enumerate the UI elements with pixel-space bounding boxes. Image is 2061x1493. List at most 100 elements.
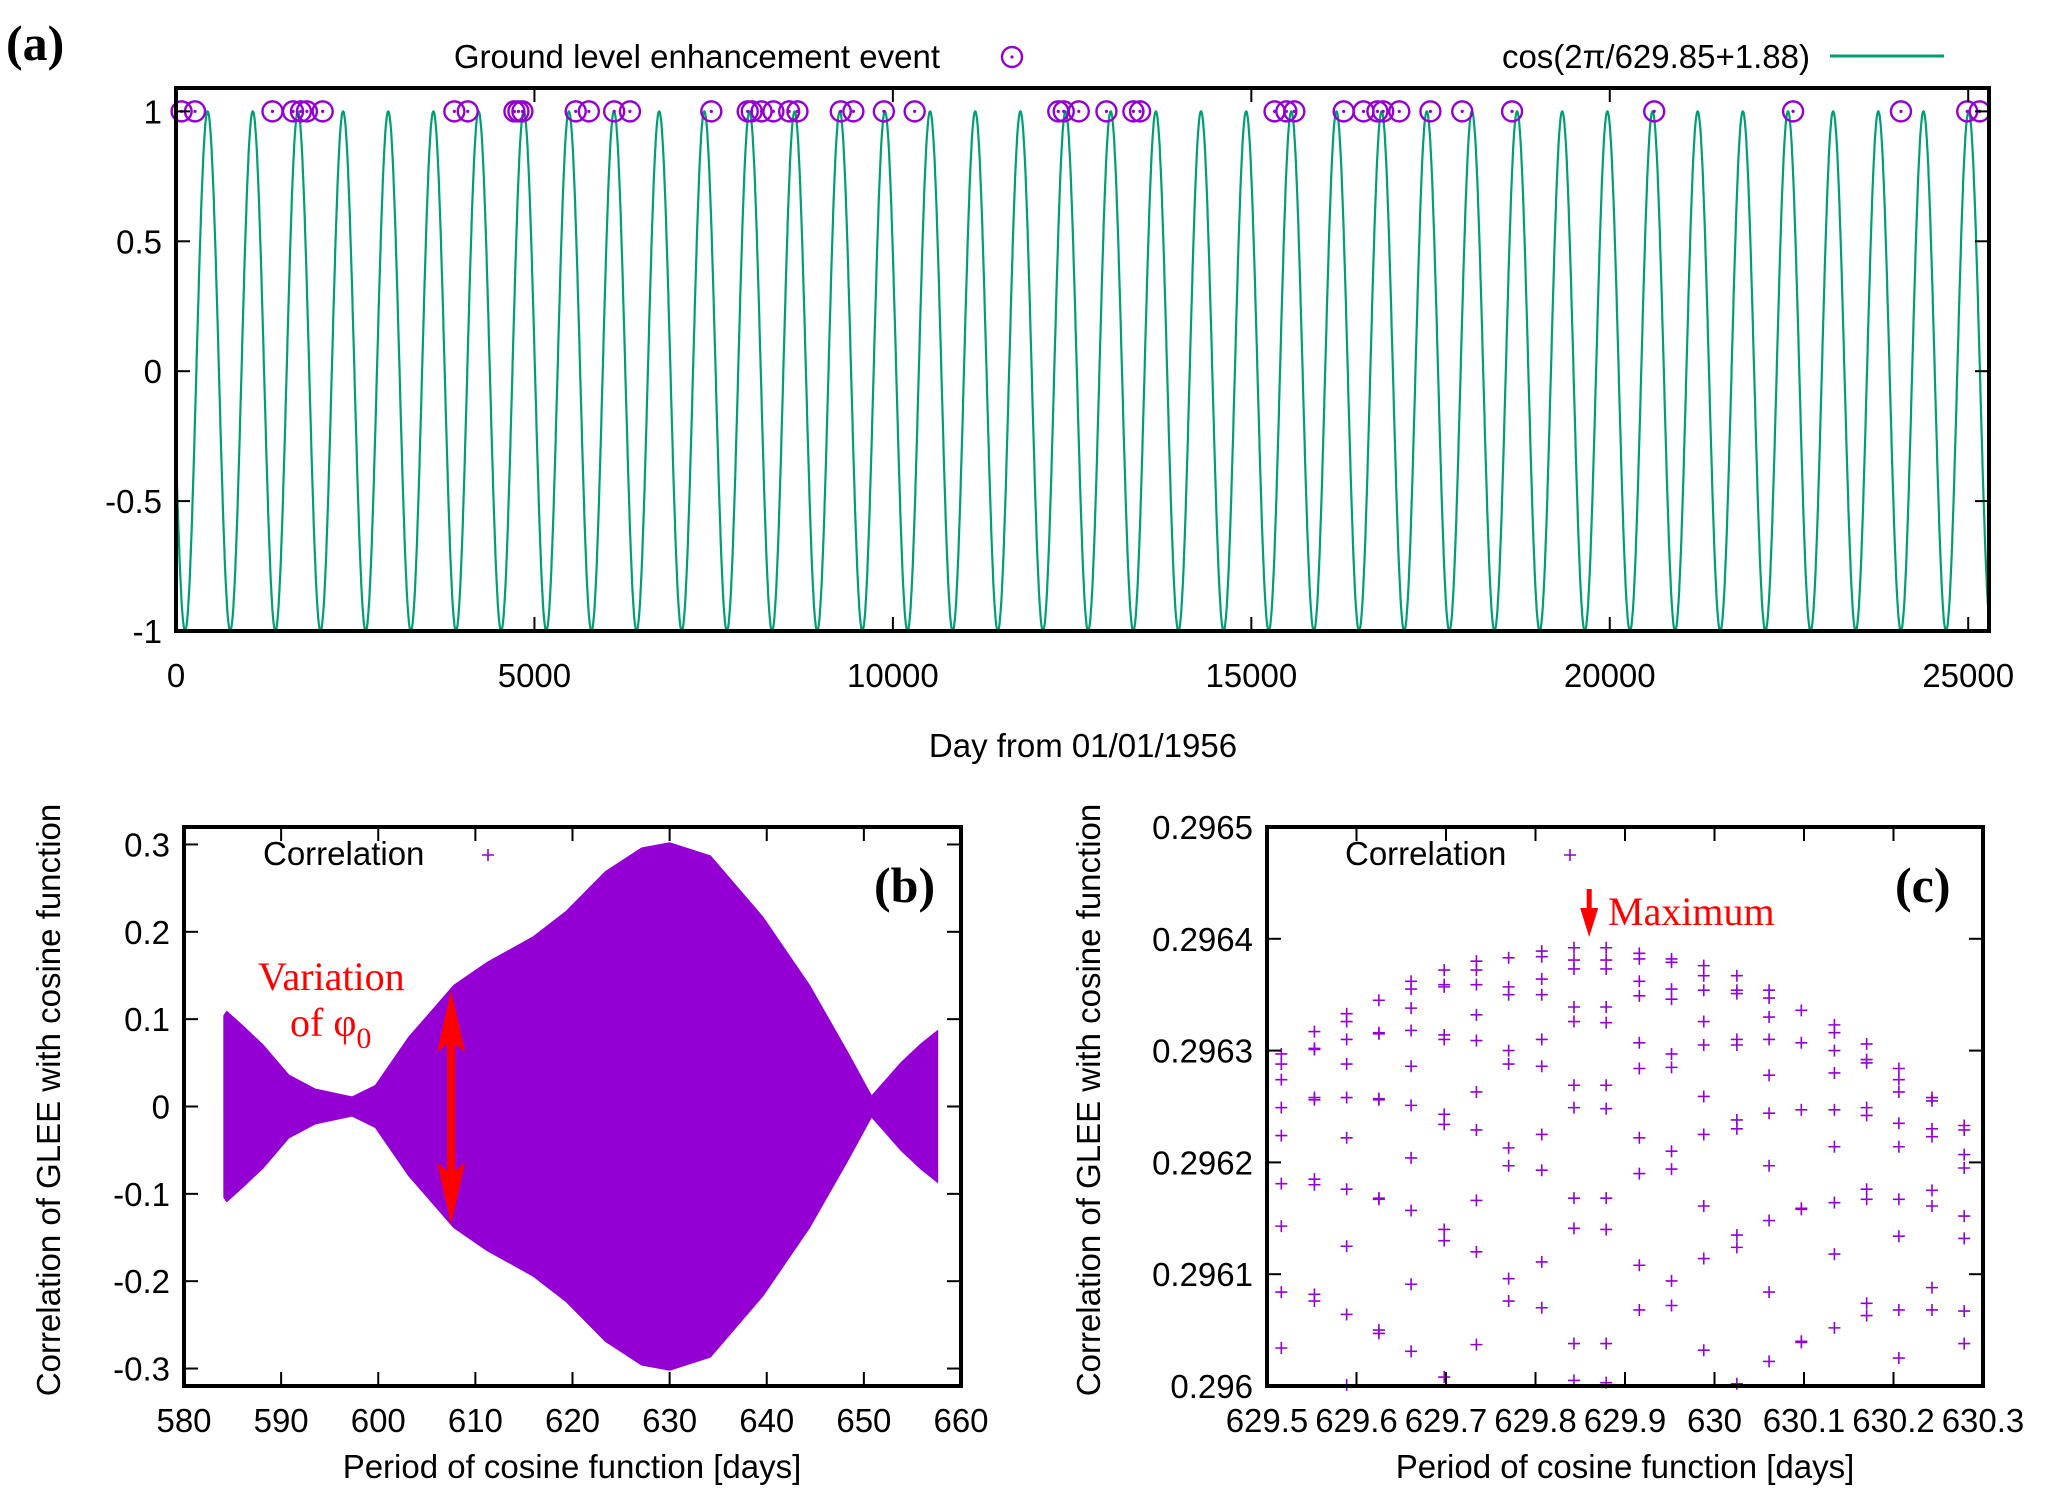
correlation-point [1795,1036,1808,1049]
correlation-point [1600,1192,1613,1205]
correlation-point [1405,1060,1418,1073]
gle-event-marker-dot [270,109,275,113]
correlation-point [1535,1033,1548,1046]
correlation-point [1697,1252,1710,1265]
correlation-point [1275,1101,1288,1114]
correlation-point [1828,1248,1841,1261]
gle-event-marker-dot [839,109,843,113]
correlation-point [1665,1299,1678,1312]
correlation-point [1275,1129,1288,1142]
x-tick-label: 630 [1687,1402,1742,1439]
gle-event-marker-dot [1131,109,1135,113]
gle-event-marker-dot [305,109,309,113]
correlation-point [1340,1308,1353,1321]
gle-event-marker-dot [1056,109,1060,113]
gle-event-marker [1451,100,1474,123]
correlation-point [1372,1027,1385,1040]
x-tick-label: 630.3 [1942,1402,2025,1439]
correlation-point [1892,1193,1905,1206]
correlation-point [1275,1286,1288,1299]
correlation-point [1535,1164,1548,1177]
correlation-point [1795,1004,1808,1017]
correlation-point [1308,1295,1321,1308]
correlation-point [1405,1151,1418,1164]
correlation-point [1828,1196,1841,1209]
gle-event-marker-dot [709,109,713,113]
panel-b-label: (b) [874,857,935,913]
correlation-point [1633,952,1646,965]
gle-event-marker-ring [903,100,926,123]
annotation-of-phi: of φ0 [290,1000,371,1055]
correlation-point [1665,1274,1678,1287]
correlation-point [1665,1163,1678,1176]
correlation-point [1405,1204,1418,1217]
gle-event-marker [1388,100,1411,123]
correlation-point [1600,1223,1613,1236]
correlation-point [1763,1214,1776,1227]
correlation-point [1665,1145,1678,1158]
correlation-point [1730,969,1743,982]
y-tick-label: 0.2965 [1152,809,1253,846]
x-tick-label: 610 [448,1402,503,1439]
correlation-point [1275,1058,1288,1071]
correlation-point [1340,1091,1353,1104]
legend-label-events: Ground level enhancement event [454,38,940,75]
correlation-point [1892,1230,1905,1243]
gle-event-marker-dot [1397,109,1401,113]
gle-event-marker [564,100,587,123]
correlation-point [1470,1034,1483,1047]
y-tick-label: 0.296 [1170,1368,1253,1405]
correlation-point [1275,1047,1288,1060]
x-tick-label: 629.5 [1226,1402,1309,1439]
correlation-point [1405,1099,1418,1112]
gle-event-marker-ring [289,100,313,123]
gle-event-marker [829,100,852,123]
y-tick-label: 0.2962 [1152,1144,1253,1181]
gle-event-marker [281,100,305,123]
correlation-point [1470,978,1483,991]
correlation-point [1535,1060,1548,1073]
correlation-point [1925,1130,1938,1143]
x-tick-label: 580 [156,1402,211,1439]
correlation-point [1958,1210,1971,1223]
gle-event-marker-ring [1419,100,1442,123]
correlation-point [1697,959,1710,972]
gle-event-marker-ring [1283,100,1306,123]
panel-c: 629.5 629.6 629.7 629.8 629.9 630 630.1 630.2 63… [1070,804,2024,1485]
gle-event-marker [1275,100,1298,123]
gle-event-marker-dot [574,109,578,113]
gle-event-marker-ring [1095,100,1118,123]
gle-event-marker-dot [1292,109,1296,113]
correlation-point [1470,1194,1483,1207]
gle-event-marker-dot [795,109,800,113]
gle-event-marker-ring [564,100,587,123]
correlation-point [1958,1305,1971,1318]
correlation-point [1470,1245,1483,1258]
y-tick-label: -0.3 [113,1351,170,1388]
panel-c-plot-area [1275,941,1971,1391]
x-tick-label: 20000 [1564,657,1656,694]
correlation-point [1925,1184,1938,1197]
correlation-point [1633,1259,1646,1272]
correlation-point [1697,1015,1710,1028]
gle-event-marker [786,100,809,123]
correlation-point [1892,1140,1905,1153]
x-tick-label: 650 [836,1402,891,1439]
y-tick-label: 0 [152,1089,170,1126]
gle-event-marker-dot [587,109,591,113]
correlation-point [1828,1321,1841,1334]
gle-event-marker-dot [1510,109,1514,113]
correlation-point [1567,941,1580,954]
arrow-head-down [437,1162,466,1225]
gle-event-marker-dot [1791,109,1795,113]
correlation-point [1697,1039,1710,1052]
correlation-point [1340,1183,1353,1196]
annotation-phi-subscript: 0 [356,1022,371,1055]
gle-event-marker-ring [872,100,896,123]
correlation-point [1730,1122,1743,1135]
gle-event-marker-ring [1451,100,1474,123]
x-tick-label: 630.1 [1763,1402,1846,1439]
correlation-point [1438,964,1451,977]
correlation-point [1372,1193,1385,1206]
